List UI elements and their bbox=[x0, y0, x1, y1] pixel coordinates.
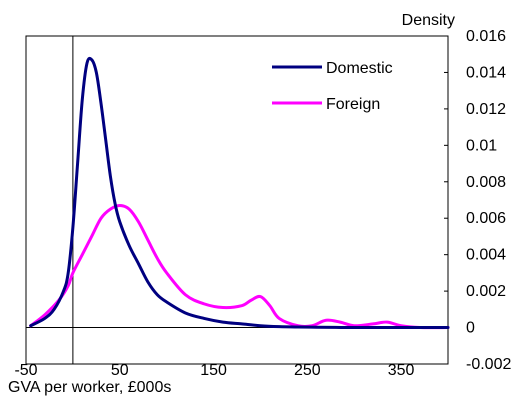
legend-label-domestic: Domestic bbox=[326, 60, 393, 77]
x-tick-label: 350 bbox=[388, 362, 415, 379]
y-tick-label: 0.002 bbox=[466, 283, 506, 300]
x-tick-label: 250 bbox=[294, 362, 321, 379]
x-tick-labels: -50 50 150 250 350 bbox=[14, 362, 414, 379]
x-axis-title: GVA per worker, £000s bbox=[8, 379, 171, 396]
y-tick-label: 0 bbox=[466, 320, 475, 337]
y-tick-label: 0.014 bbox=[466, 64, 506, 81]
x-tick-label: 150 bbox=[200, 362, 227, 379]
series-line-foreign bbox=[29, 203, 450, 330]
y-tick-label: 0.016 bbox=[466, 28, 506, 45]
y-tick-label: 0.004 bbox=[466, 247, 506, 264]
plot-lines bbox=[26, 36, 450, 364]
series-line-domestic bbox=[29, 56, 450, 330]
y-tick-label: 0.008 bbox=[466, 174, 506, 191]
y-tick-label: 0.006 bbox=[466, 210, 506, 227]
y-tick-label: 0.01 bbox=[466, 137, 497, 154]
y-tick-label: -0.002 bbox=[466, 356, 511, 373]
y-tick-label: 0.012 bbox=[466, 101, 506, 118]
legend: Domestic Foreign bbox=[272, 60, 393, 113]
y-axis-title: Density bbox=[402, 12, 455, 29]
plot-frame bbox=[25, 35, 449, 365]
x-tick-label: -50 bbox=[14, 362, 37, 379]
legend-label-foreign: Foreign bbox=[326, 96, 380, 113]
y-tick-labels: -0.002 0 0.002 0.004 0.006 0.008 0.01 0.012 0.01… bbox=[444, 28, 511, 373]
x-tick-label: 50 bbox=[111, 362, 129, 379]
